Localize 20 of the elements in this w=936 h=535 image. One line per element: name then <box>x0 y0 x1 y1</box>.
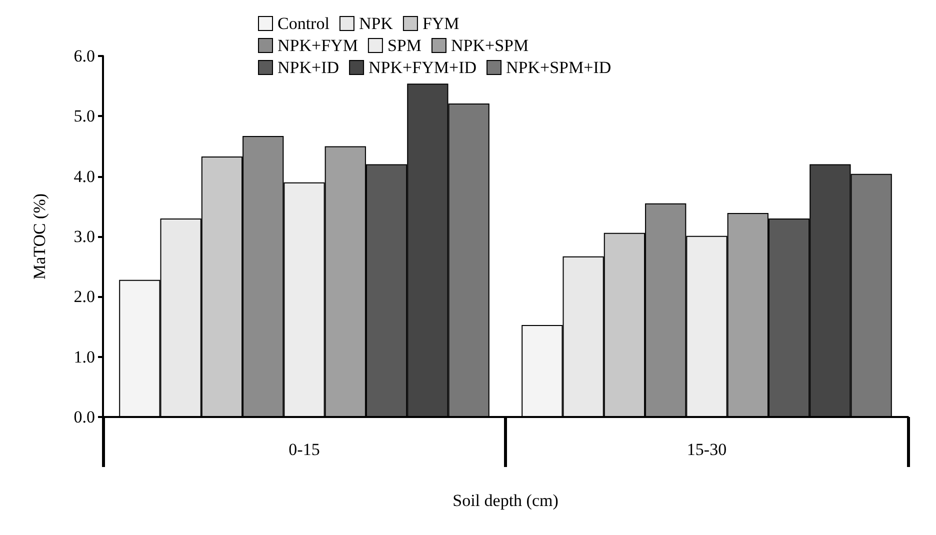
legend-label: Control <box>278 14 330 33</box>
x-axis-title: Soil depth (cm) <box>452 491 558 510</box>
x-tick-label: 15-30 <box>686 440 727 459</box>
y-tick-label: 6.0 <box>74 46 95 66</box>
legend-label: NPK+FYM+ID <box>368 58 476 77</box>
legend-label: NPK+FYM <box>278 36 358 55</box>
y-tick-label: 1.0 <box>74 347 95 366</box>
legend-label: SPM <box>387 36 422 55</box>
y-tick-label: 2.0 <box>74 287 95 306</box>
y-tick-label: 5.0 <box>74 106 95 126</box>
x-tick-label: 0-15 <box>288 440 320 459</box>
legend-label: NPK+SPM+ID <box>506 58 612 77</box>
legend-label: NPK+SPM <box>450 36 529 55</box>
y-axis-title: MaTOC (%) <box>30 193 49 280</box>
y-tick-label: 4.0 <box>74 166 95 186</box>
y-tick-label: 3.0 <box>74 227 95 246</box>
legend-label: FYM <box>422 14 460 33</box>
legend-label: NPK <box>358 14 394 33</box>
legend-label: NPK+ID <box>278 58 340 77</box>
y-tick-label: 0.0 <box>74 408 95 426</box>
